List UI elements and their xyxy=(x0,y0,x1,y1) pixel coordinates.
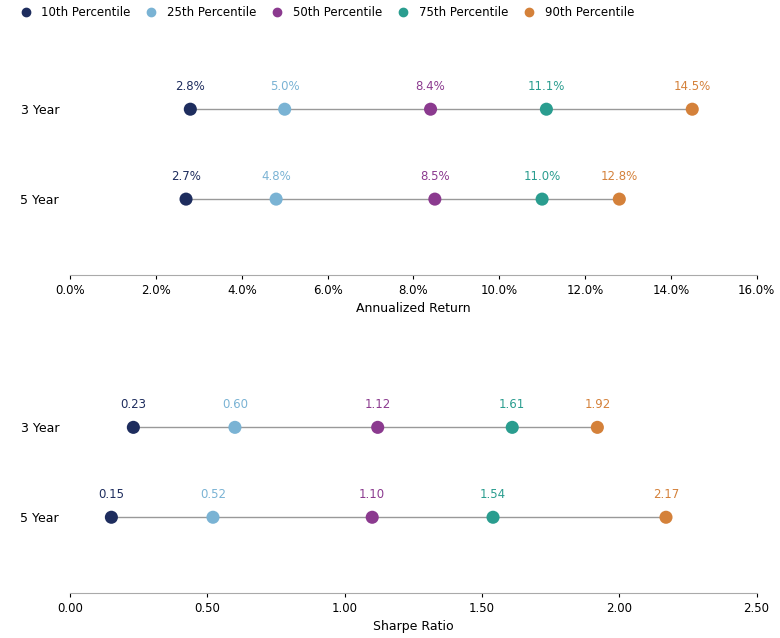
Text: 0.52: 0.52 xyxy=(200,488,226,501)
Text: 1.92: 1.92 xyxy=(584,398,611,412)
Point xyxy=(105,512,118,523)
Point xyxy=(366,512,378,523)
Text: 8.5%: 8.5% xyxy=(420,170,449,183)
Point xyxy=(613,194,626,204)
Point xyxy=(270,194,282,204)
Text: 8.4%: 8.4% xyxy=(416,80,445,93)
Point xyxy=(229,422,241,433)
X-axis label: Annualized Return: Annualized Return xyxy=(356,302,470,315)
Text: 1.10: 1.10 xyxy=(359,488,385,501)
Text: 11.1%: 11.1% xyxy=(528,80,565,93)
Point xyxy=(371,422,384,433)
Point xyxy=(660,512,672,523)
Text: 1.54: 1.54 xyxy=(480,488,506,501)
Text: 5.0%: 5.0% xyxy=(270,80,300,93)
Text: 2.8%: 2.8% xyxy=(176,80,205,93)
Point xyxy=(591,422,604,433)
Point xyxy=(506,422,519,433)
Text: 2.17: 2.17 xyxy=(653,488,679,501)
Point xyxy=(207,512,219,523)
Point xyxy=(184,104,197,114)
Text: 4.8%: 4.8% xyxy=(261,170,291,183)
Text: 1.12: 1.12 xyxy=(364,398,391,412)
Point xyxy=(424,104,437,114)
Point xyxy=(127,422,140,433)
Point xyxy=(179,194,192,204)
Point xyxy=(686,104,699,114)
Text: 12.8%: 12.8% xyxy=(601,170,638,183)
X-axis label: Sharpe Ratio: Sharpe Ratio xyxy=(373,620,454,634)
Point xyxy=(536,194,548,204)
Point xyxy=(278,104,291,114)
Text: 0.15: 0.15 xyxy=(98,488,124,501)
Text: 2.7%: 2.7% xyxy=(171,170,201,183)
Legend: 10th Percentile, 25th Percentile, 50th Percentile, 75th Percentile, 90th Percent: 10th Percentile, 25th Percentile, 50th P… xyxy=(14,6,634,19)
Text: 0.60: 0.60 xyxy=(222,398,248,412)
Text: 14.5%: 14.5% xyxy=(674,80,711,93)
Point xyxy=(487,512,499,523)
Text: 11.0%: 11.0% xyxy=(523,170,561,183)
Text: 0.23: 0.23 xyxy=(120,398,147,412)
Text: 1.61: 1.61 xyxy=(499,398,526,412)
Point xyxy=(540,104,552,114)
Point xyxy=(429,194,441,204)
